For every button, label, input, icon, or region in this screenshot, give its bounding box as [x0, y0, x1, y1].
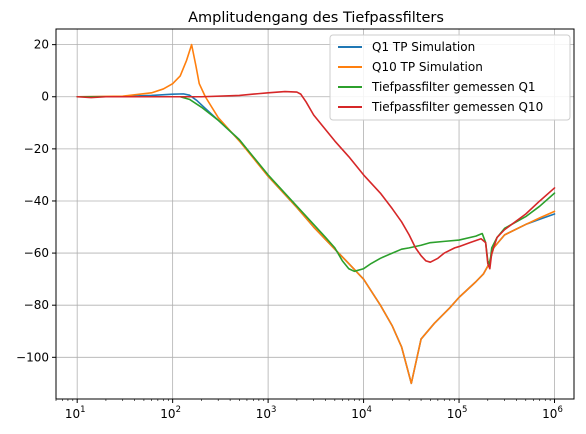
y-tick-label: −60 — [24, 246, 49, 260]
legend: Q1 TP Simulation Q10 TP Simulation Tiefpas… — [329, 34, 571, 121]
series-line-4 — [76, 90, 556, 270]
y-tick-label: 0 — [41, 90, 49, 104]
x-axis: 101 102 103 104 105 106 — [55, 399, 563, 421]
legend-label: Tiefpassfilter gemessen Q1 — [371, 80, 536, 94]
x-tick-label: 101 — [65, 405, 86, 421]
y-tick-label: −20 — [24, 142, 49, 156]
x-tick-exponent: 6 — [557, 405, 562, 415]
series-line-1 — [76, 93, 556, 385]
series-layer — [76, 43, 556, 385]
legend-label: Tiefpassfilter gemessen Q10 — [371, 100, 543, 114]
x-tick-base: 10 — [256, 407, 271, 421]
x-tick-base: 10 — [65, 407, 80, 421]
legend-label: Q1 TP Simulation — [372, 40, 475, 54]
y-tick-label: −100 — [16, 350, 49, 364]
legend-box — [329, 34, 571, 121]
x-tick-base: 10 — [351, 407, 366, 421]
x-tick-exponent: 1 — [80, 405, 85, 415]
y-tick-label: −40 — [24, 194, 49, 208]
series-line-3 — [76, 95, 556, 273]
plot-frame — [55, 28, 575, 400]
y-tick-label: −80 — [24, 298, 49, 312]
x-tick-exponent: 4 — [367, 405, 372, 415]
x-tick-label: 104 — [351, 405, 372, 421]
x-tick-exponent: 3 — [271, 405, 276, 415]
chart-title: Amplitudengang des Tiefpassfilters — [188, 10, 444, 26]
x-tick-exponent: 2 — [176, 405, 181, 415]
y-tick-label: 20 — [34, 38, 49, 52]
legend-label: Q10 TP Simulation — [372, 60, 483, 74]
x-tick-label: 102 — [160, 405, 181, 421]
x-tick-label: 105 — [447, 405, 468, 421]
x-tick-base: 10 — [542, 407, 557, 421]
y-axis: 20 0 −20 −40 −60 −80 −100 — [16, 38, 56, 364]
x-tick-base: 10 — [160, 407, 175, 421]
x-tick-label: 106 — [542, 405, 563, 421]
x-tick-exponent: 5 — [462, 405, 467, 415]
x-tick-base: 10 — [447, 407, 462, 421]
x-tick-label: 103 — [256, 405, 277, 421]
